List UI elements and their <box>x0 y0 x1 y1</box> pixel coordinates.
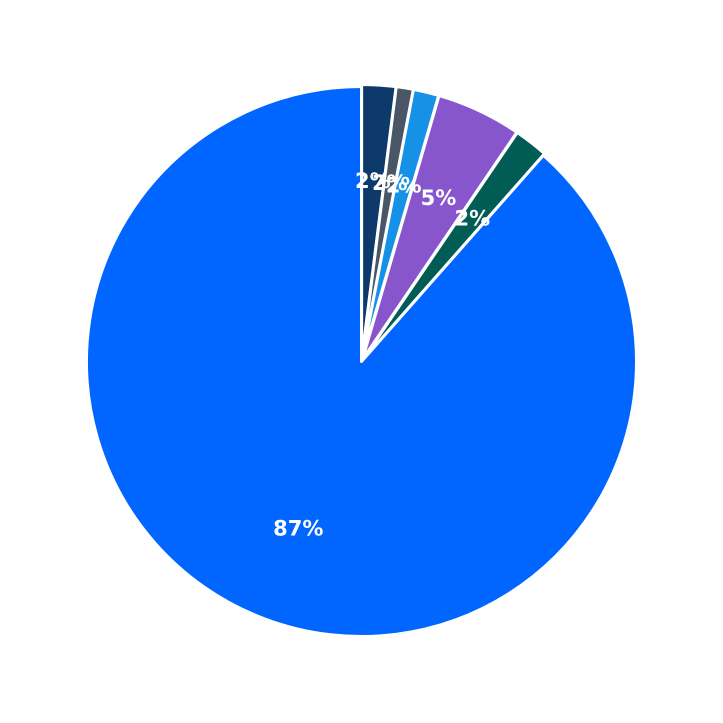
pie-slice-label-3: 5% <box>421 186 457 210</box>
pie-slice-label-1: 2% <box>372 171 408 195</box>
pie-slice-label-5: 87% <box>273 517 323 541</box>
pie-slice-5 <box>85 85 638 638</box>
pie-labels: 2%2%2%5%2%87% <box>273 169 490 541</box>
pie-slice-label-4: 2% <box>454 207 490 231</box>
pie-slices <box>85 83 638 638</box>
pie-slice-label-0: 2% <box>355 169 391 193</box>
pie-slice-4 <box>361 130 547 362</box>
pie-slice-label-2: 2% <box>386 174 422 198</box>
